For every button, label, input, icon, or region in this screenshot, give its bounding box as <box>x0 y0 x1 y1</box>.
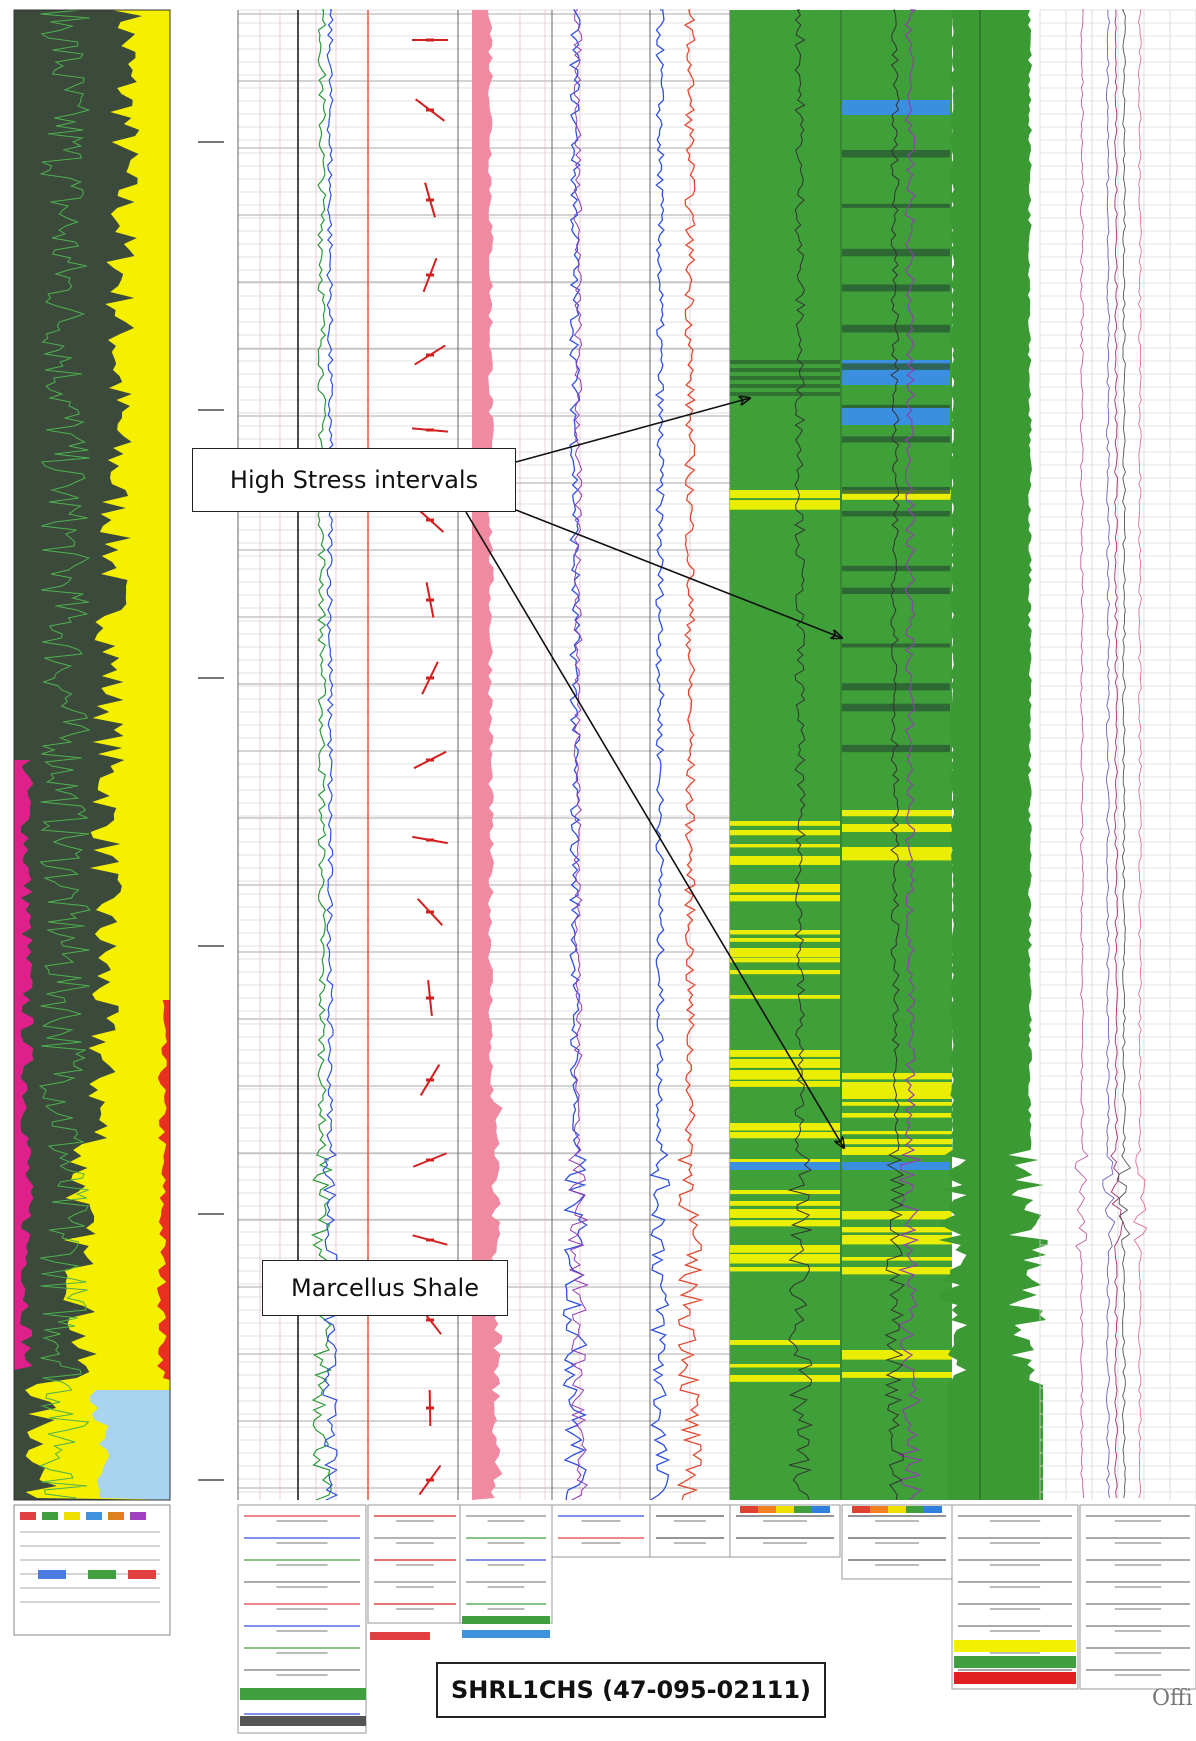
rose-diagram-icon <box>412 1234 448 1246</box>
rose-diagram-icon <box>421 661 439 695</box>
rose-diagram-icon <box>425 582 435 618</box>
marcellus-shale-callout: Marcellus Shale <box>262 1260 508 1316</box>
stress-image-tracks <box>730 9 952 1501</box>
mineral-analysis-track <box>13 9 171 1501</box>
arrow-icon <box>515 509 842 638</box>
rose-diagram-icon <box>414 344 446 366</box>
depth-track <box>172 10 238 1500</box>
rose-diagram-icon <box>424 182 436 218</box>
well-id-label: SHRL1CHS (47-095-02111) <box>436 1662 826 1718</box>
rose-diagram-icon <box>426 979 434 1017</box>
arrow-icon <box>465 511 844 1148</box>
corner-cut-text: Offi <box>1152 1686 1193 1711</box>
rose-diagram-icon <box>418 1464 442 1496</box>
arrow-icon <box>515 398 750 463</box>
rose-diagram-icon <box>415 98 445 122</box>
high-stress-callout: High Stress intervals <box>192 448 516 512</box>
rose-diagram-icon <box>412 1152 448 1168</box>
rose-diagram-icon <box>411 427 449 433</box>
rose-diagram-icon <box>426 1389 434 1427</box>
rose-diagram-icon <box>412 835 448 845</box>
green-shaded-track <box>938 10 1048 1500</box>
log-curves-tracks <box>237 9 731 1501</box>
pressure-curves-tracks <box>1039 9 1196 1500</box>
annotation-arrows <box>465 398 844 1148</box>
rose-diagram-icon <box>419 1064 441 1096</box>
rose-diagram-icon <box>422 257 438 293</box>
rose-diagram-icon <box>413 750 447 770</box>
track-header-legends <box>13 1504 1196 1734</box>
rose-diagram-icon <box>416 898 444 926</box>
